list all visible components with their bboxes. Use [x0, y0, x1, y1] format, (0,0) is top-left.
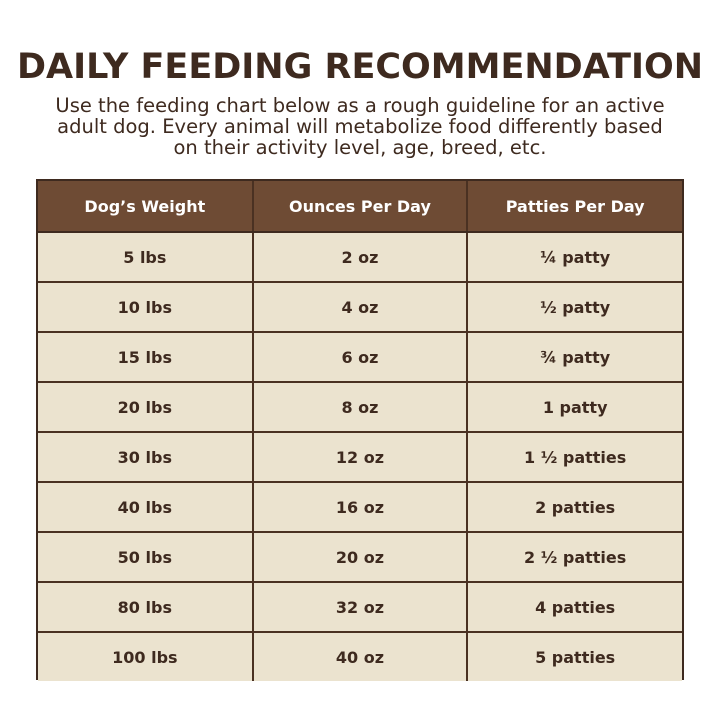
- patties-cell: 5 patties: [466, 631, 682, 681]
- patties-cell: 1 ½ patties: [466, 431, 682, 482]
- intro-line: adult dog. Every animal will metabolize …: [57, 115, 663, 138]
- weight-cell: 5 lbs: [38, 232, 253, 282]
- patties-cell: 2 patties: [466, 481, 682, 532]
- table-row: 5 lbs 2 oz ¼ patty: [38, 232, 682, 282]
- page-title: DAILY FEEDING RECOMMENDATION: [16, 47, 704, 87]
- ounces-cell: 2 oz: [251, 232, 468, 282]
- header-ounces-per-day: Ounces Per Day: [251, 181, 468, 233]
- header-dog-weight: Dog’s Weight: [38, 181, 253, 233]
- table-row: 10 lbs 4 oz ½ patty: [38, 281, 682, 332]
- intro-line: on their activity level, age, breed, etc…: [173, 136, 547, 159]
- patties-cell: 2 ½ patties: [466, 531, 682, 582]
- weight-cell: 30 lbs: [38, 431, 253, 482]
- table-row: 20 lbs 8 oz 1 patty: [38, 381, 682, 432]
- ounces-cell: 4 oz: [251, 281, 468, 332]
- intro-text: Use the feeding chart below as a rough g…: [30, 95, 690, 158]
- weight-cell: 100 lbs: [38, 631, 253, 681]
- weight-cell: 15 lbs: [38, 331, 253, 382]
- table-header-row: Dog’s Weight Ounces Per Day Patties Per …: [38, 181, 682, 233]
- ounces-cell: 32 oz: [251, 581, 468, 632]
- patties-cell: ¾ patty: [466, 331, 682, 382]
- ounces-cell: 6 oz: [251, 331, 468, 382]
- intro-line: Use the feeding chart below as a rough g…: [55, 94, 665, 117]
- patties-cell: 1 patty: [466, 381, 682, 432]
- table-row: 40 lbs 16 oz 2 patties: [38, 481, 682, 532]
- ounces-cell: 16 oz: [251, 481, 468, 532]
- weight-cell: 80 lbs: [38, 581, 253, 632]
- ounces-cell: 20 oz: [251, 531, 468, 582]
- table-row: 50 lbs 20 oz 2 ½ patties: [38, 531, 682, 582]
- weight-cell: 10 lbs: [38, 281, 253, 332]
- header-patties-per-day: Patties Per Day: [466, 181, 682, 233]
- table-row: 100 lbs 40 oz 5 patties: [38, 631, 682, 681]
- patties-cell: ½ patty: [466, 281, 682, 332]
- table-row: 80 lbs 32 oz 4 patties: [38, 581, 682, 632]
- table-row: 15 lbs 6 oz ¾ patty: [38, 331, 682, 382]
- ounces-cell: 12 oz: [251, 431, 468, 482]
- patties-cell: ¼ patty: [466, 232, 682, 282]
- ounces-cell: 40 oz: [251, 631, 468, 681]
- weight-cell: 50 lbs: [38, 531, 253, 582]
- weight-cell: 40 lbs: [38, 481, 253, 532]
- table-row: 30 lbs 12 oz 1 ½ patties: [38, 431, 682, 482]
- weight-cell: 20 lbs: [38, 381, 253, 432]
- ounces-cell: 8 oz: [251, 381, 468, 432]
- feeding-table: Dog’s Weight Ounces Per Day Patties Per …: [36, 179, 684, 681]
- patties-cell: 4 patties: [466, 581, 682, 632]
